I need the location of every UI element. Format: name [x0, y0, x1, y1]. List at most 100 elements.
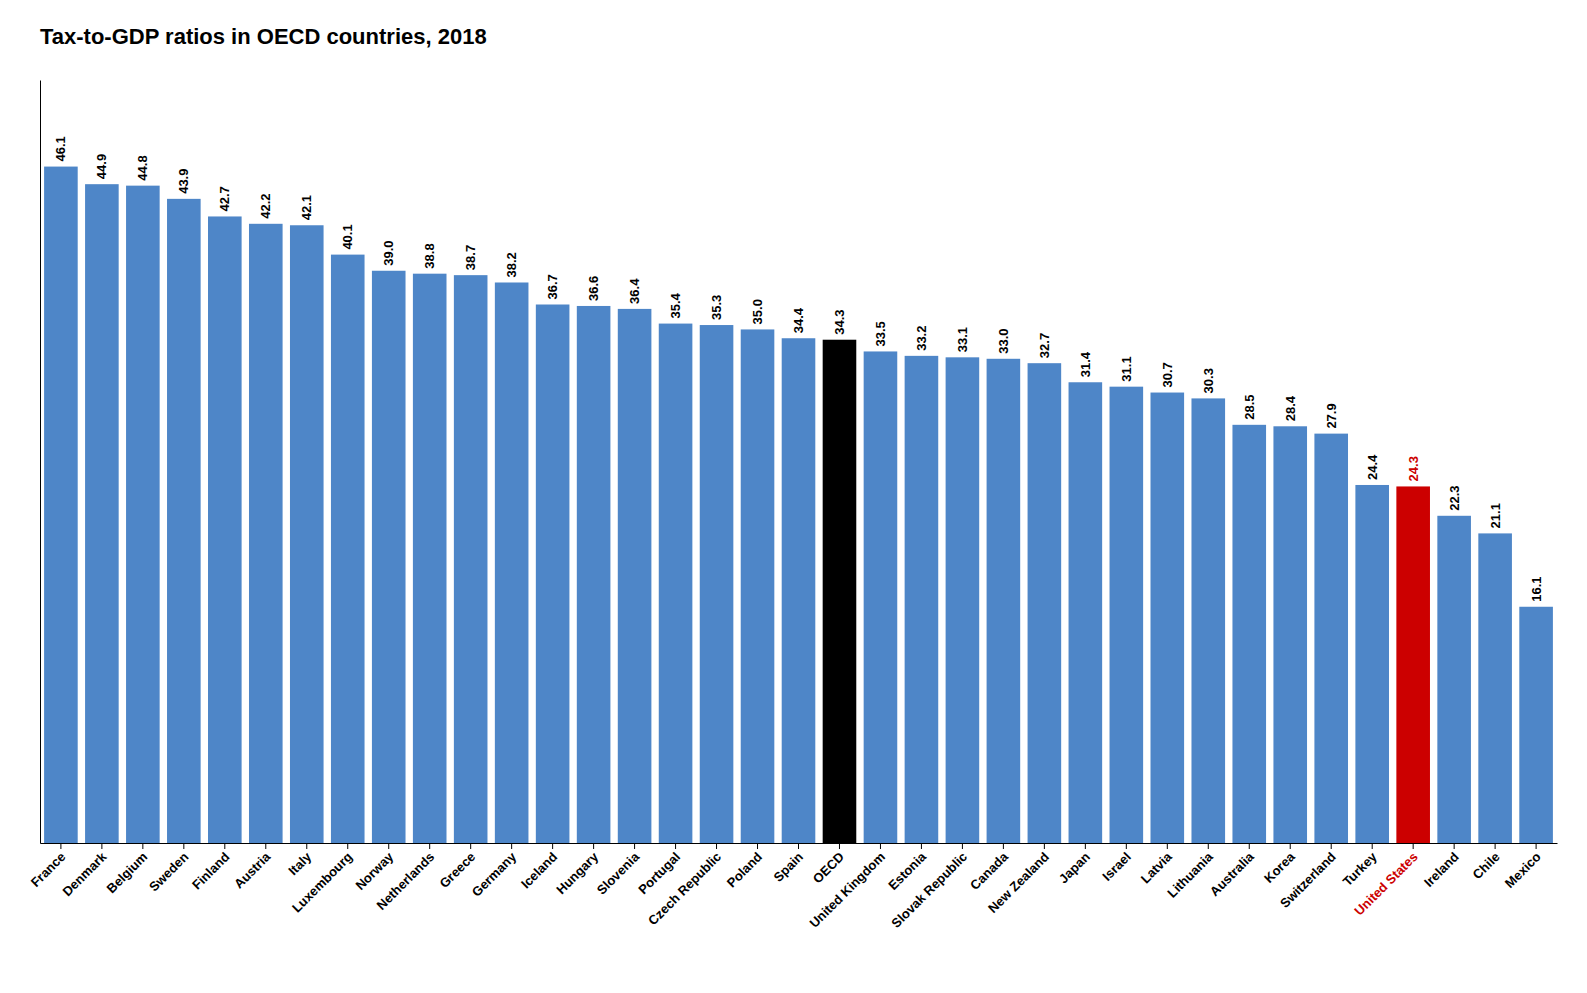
x-tick-mark — [1126, 843, 1127, 849]
data-label: 24.3 — [1406, 456, 1421, 481]
data-label: 43.9 — [176, 169, 191, 194]
data-label: 35.3 — [709, 295, 724, 320]
x-tick-mark — [1331, 843, 1332, 849]
data-label: 31.4 — [1078, 351, 1093, 377]
x-tick-label: Japan — [1056, 849, 1093, 886]
bar — [700, 325, 734, 843]
x-tick-label: Turkey — [1340, 849, 1381, 890]
x-tick-label: Lithuania — [1164, 849, 1216, 901]
y-axis — [40, 81, 41, 844]
x-tick: Sweden — [146, 843, 191, 894]
bar — [823, 340, 857, 843]
x-tick-label: United States — [1351, 849, 1420, 918]
x-tick: Chile — [1470, 843, 1503, 882]
x-tick: Ireland — [1421, 843, 1462, 890]
x-tick: Greece — [436, 843, 478, 891]
x-tick-label: New Zealand — [985, 849, 1052, 916]
x-tick-mark — [1249, 843, 1250, 849]
data-label: 38.2 — [504, 252, 519, 277]
x-tick-mark — [265, 843, 266, 849]
x-tick: Israel — [1099, 843, 1134, 884]
x-tick-mark — [1003, 843, 1004, 849]
x-tick-label: France — [28, 849, 69, 890]
x-tick: Turkey — [1340, 843, 1381, 889]
bar — [1028, 363, 1062, 843]
bar — [413, 274, 447, 843]
data-label: 42.7 — [217, 186, 232, 211]
x-tick-mark — [1372, 843, 1373, 849]
x-tick: Luxembourg — [289, 843, 355, 915]
x-tick-label: Hungary — [553, 849, 601, 897]
x-tick-mark — [798, 843, 799, 849]
bar — [44, 167, 78, 843]
x-tick: Iceland — [518, 843, 560, 891]
x-tick: Slovenia — [594, 843, 643, 898]
bar — [208, 216, 242, 843]
data-label: 34.3 — [832, 309, 847, 334]
data-label: 35.0 — [750, 299, 765, 324]
x-tick-label: Slovenia — [594, 849, 643, 898]
x-axis: FranceDenmarkBelgiumSwedenFinlandAustria… — [28, 843, 1558, 931]
x-tick-label: Slovak Republic — [888, 849, 970, 931]
data-label: 38.7 — [463, 245, 478, 270]
x-tick: Italy — [285, 843, 315, 878]
data-label: 36.7 — [545, 274, 560, 299]
data-label: 44.8 — [135, 155, 150, 180]
bar — [167, 199, 201, 843]
y-axis-line — [40, 81, 41, 844]
x-tick-label: Luxembourg — [289, 849, 355, 915]
x-tick-label: Austria — [231, 849, 274, 892]
x-tick-mark — [1167, 843, 1168, 849]
data-label: 39.0 — [381, 240, 396, 265]
data-label: 36.4 — [627, 278, 642, 304]
title: Tax-to-GDP ratios in OECD countries, 201… — [40, 24, 487, 49]
data-label: 34.4 — [791, 307, 806, 333]
data-label: 16.1 — [1529, 576, 1544, 601]
bar — [331, 255, 365, 843]
x-tick-label: Poland — [724, 849, 765, 890]
bar — [1478, 533, 1512, 843]
x-tick: United States — [1351, 843, 1420, 919]
x-tick-mark — [1085, 843, 1086, 849]
x-tick-mark — [1495, 843, 1496, 849]
x-tick-mark — [429, 843, 430, 849]
x-tick-mark — [757, 843, 758, 849]
x-tick: Germany — [469, 843, 520, 900]
data-label: 31.1 — [1119, 356, 1134, 381]
data-label: 33.0 — [996, 328, 1011, 353]
x-tick-mark — [921, 843, 922, 849]
x-tick: Austria — [231, 843, 274, 891]
x-tick-label: Latvia — [1138, 849, 1176, 887]
bar — [1314, 434, 1348, 843]
x-tick-label: Mexico — [1502, 849, 1544, 891]
x-tick-mark — [1044, 843, 1045, 849]
x-tick-mark — [60, 843, 61, 849]
bar — [1150, 393, 1184, 843]
bar — [1232, 425, 1266, 843]
bar — [864, 351, 898, 843]
x-tick-mark — [552, 843, 553, 849]
data-label: 32.7 — [1037, 333, 1052, 358]
bar — [1069, 382, 1103, 843]
x-tick-mark — [1413, 843, 1414, 849]
data-label: 42.2 — [258, 193, 273, 218]
x-tick: Denmark — [59, 843, 109, 899]
x-tick: Mexico — [1502, 843, 1544, 891]
bar — [495, 282, 529, 843]
data-label: 27.9 — [1324, 403, 1339, 428]
x-tick-mark — [593, 843, 594, 849]
x-tick-label: Israel — [1099, 849, 1134, 884]
x-tick-mark — [880, 843, 881, 849]
data-label: 35.4 — [668, 293, 683, 319]
chart: Tax-to-GDP ratios in OECD countries, 201… — [0, 0, 1587, 993]
x-tick: Spain — [770, 843, 806, 885]
x-tick-mark — [716, 843, 717, 849]
x-tick: Czech Republic — [645, 843, 724, 928]
x-tick-label: Italy — [285, 849, 315, 879]
data-label: 46.1 — [53, 136, 68, 161]
bar — [1437, 516, 1471, 843]
x-tick-mark — [101, 843, 102, 849]
x-tick: Switzerland — [1277, 843, 1339, 911]
x-tick-label: Korea — [1261, 849, 1298, 886]
data-label: 21.1 — [1488, 503, 1503, 528]
